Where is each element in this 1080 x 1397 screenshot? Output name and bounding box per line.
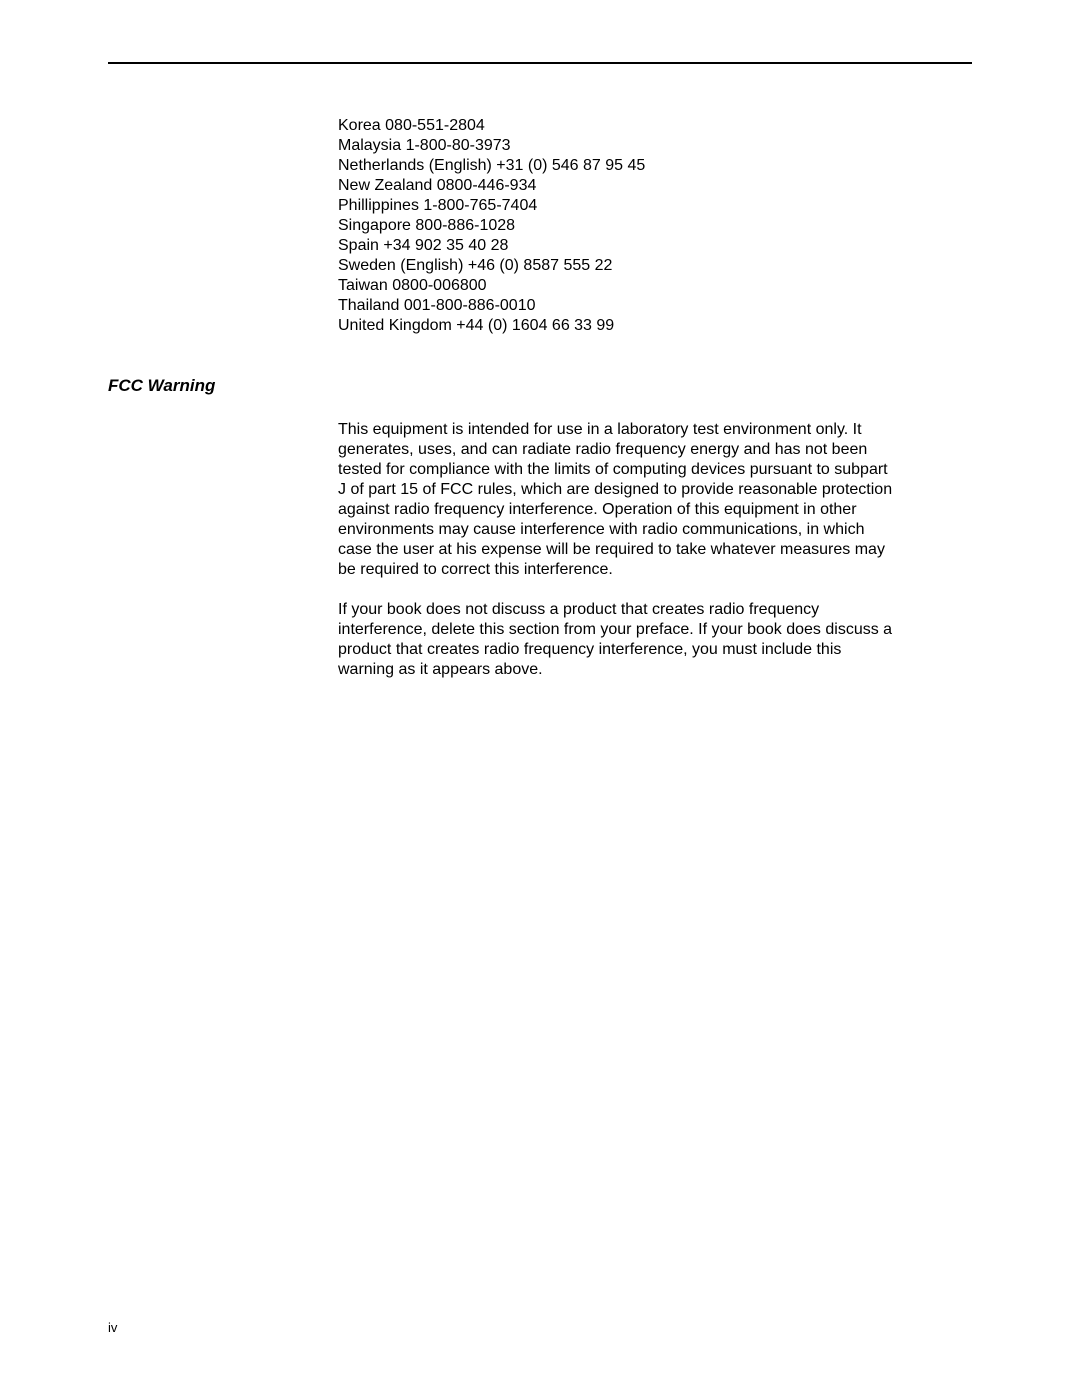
contact-line: Sweden (English) +46 (0) 8587 555 22 xyxy=(338,256,898,276)
content-column: Korea 080-551-2804 Malaysia 1-800-80-397… xyxy=(338,116,898,336)
fcc-warning-content: This equipment is intended for use in a … xyxy=(338,420,898,680)
fcc-warning-heading: FCC Warning xyxy=(108,376,972,396)
fcc-paragraph-1: This equipment is intended for use in a … xyxy=(338,420,898,580)
page-number: iv xyxy=(108,1320,117,1335)
contact-line: Phillippines 1-800-765-7404 xyxy=(338,196,898,216)
contact-line: Taiwan 0800-006800 xyxy=(338,276,898,296)
contact-line: New Zealand 0800-446-934 xyxy=(338,176,898,196)
contact-list: Korea 080-551-2804 Malaysia 1-800-80-397… xyxy=(338,116,898,336)
contact-line: Spain +34 902 35 40 28 xyxy=(338,236,898,256)
header-rule xyxy=(108,62,972,64)
fcc-paragraph-2: If your book does not discuss a product … xyxy=(338,600,898,680)
contact-line: Singapore 800-886-1028 xyxy=(338,216,898,236)
contact-line: Netherlands (English) +31 (0) 546 87 95 … xyxy=(338,156,898,176)
page-container: Korea 080-551-2804 Malaysia 1-800-80-397… xyxy=(0,0,1080,680)
contact-line: Korea 080-551-2804 xyxy=(338,116,898,136)
contact-line: Malaysia 1-800-80-3973 xyxy=(338,136,898,156)
contact-line: Thailand 001-800-886-0010 xyxy=(338,296,898,316)
contact-line: United Kingdom +44 (0) 1604 66 33 99 xyxy=(338,316,898,336)
